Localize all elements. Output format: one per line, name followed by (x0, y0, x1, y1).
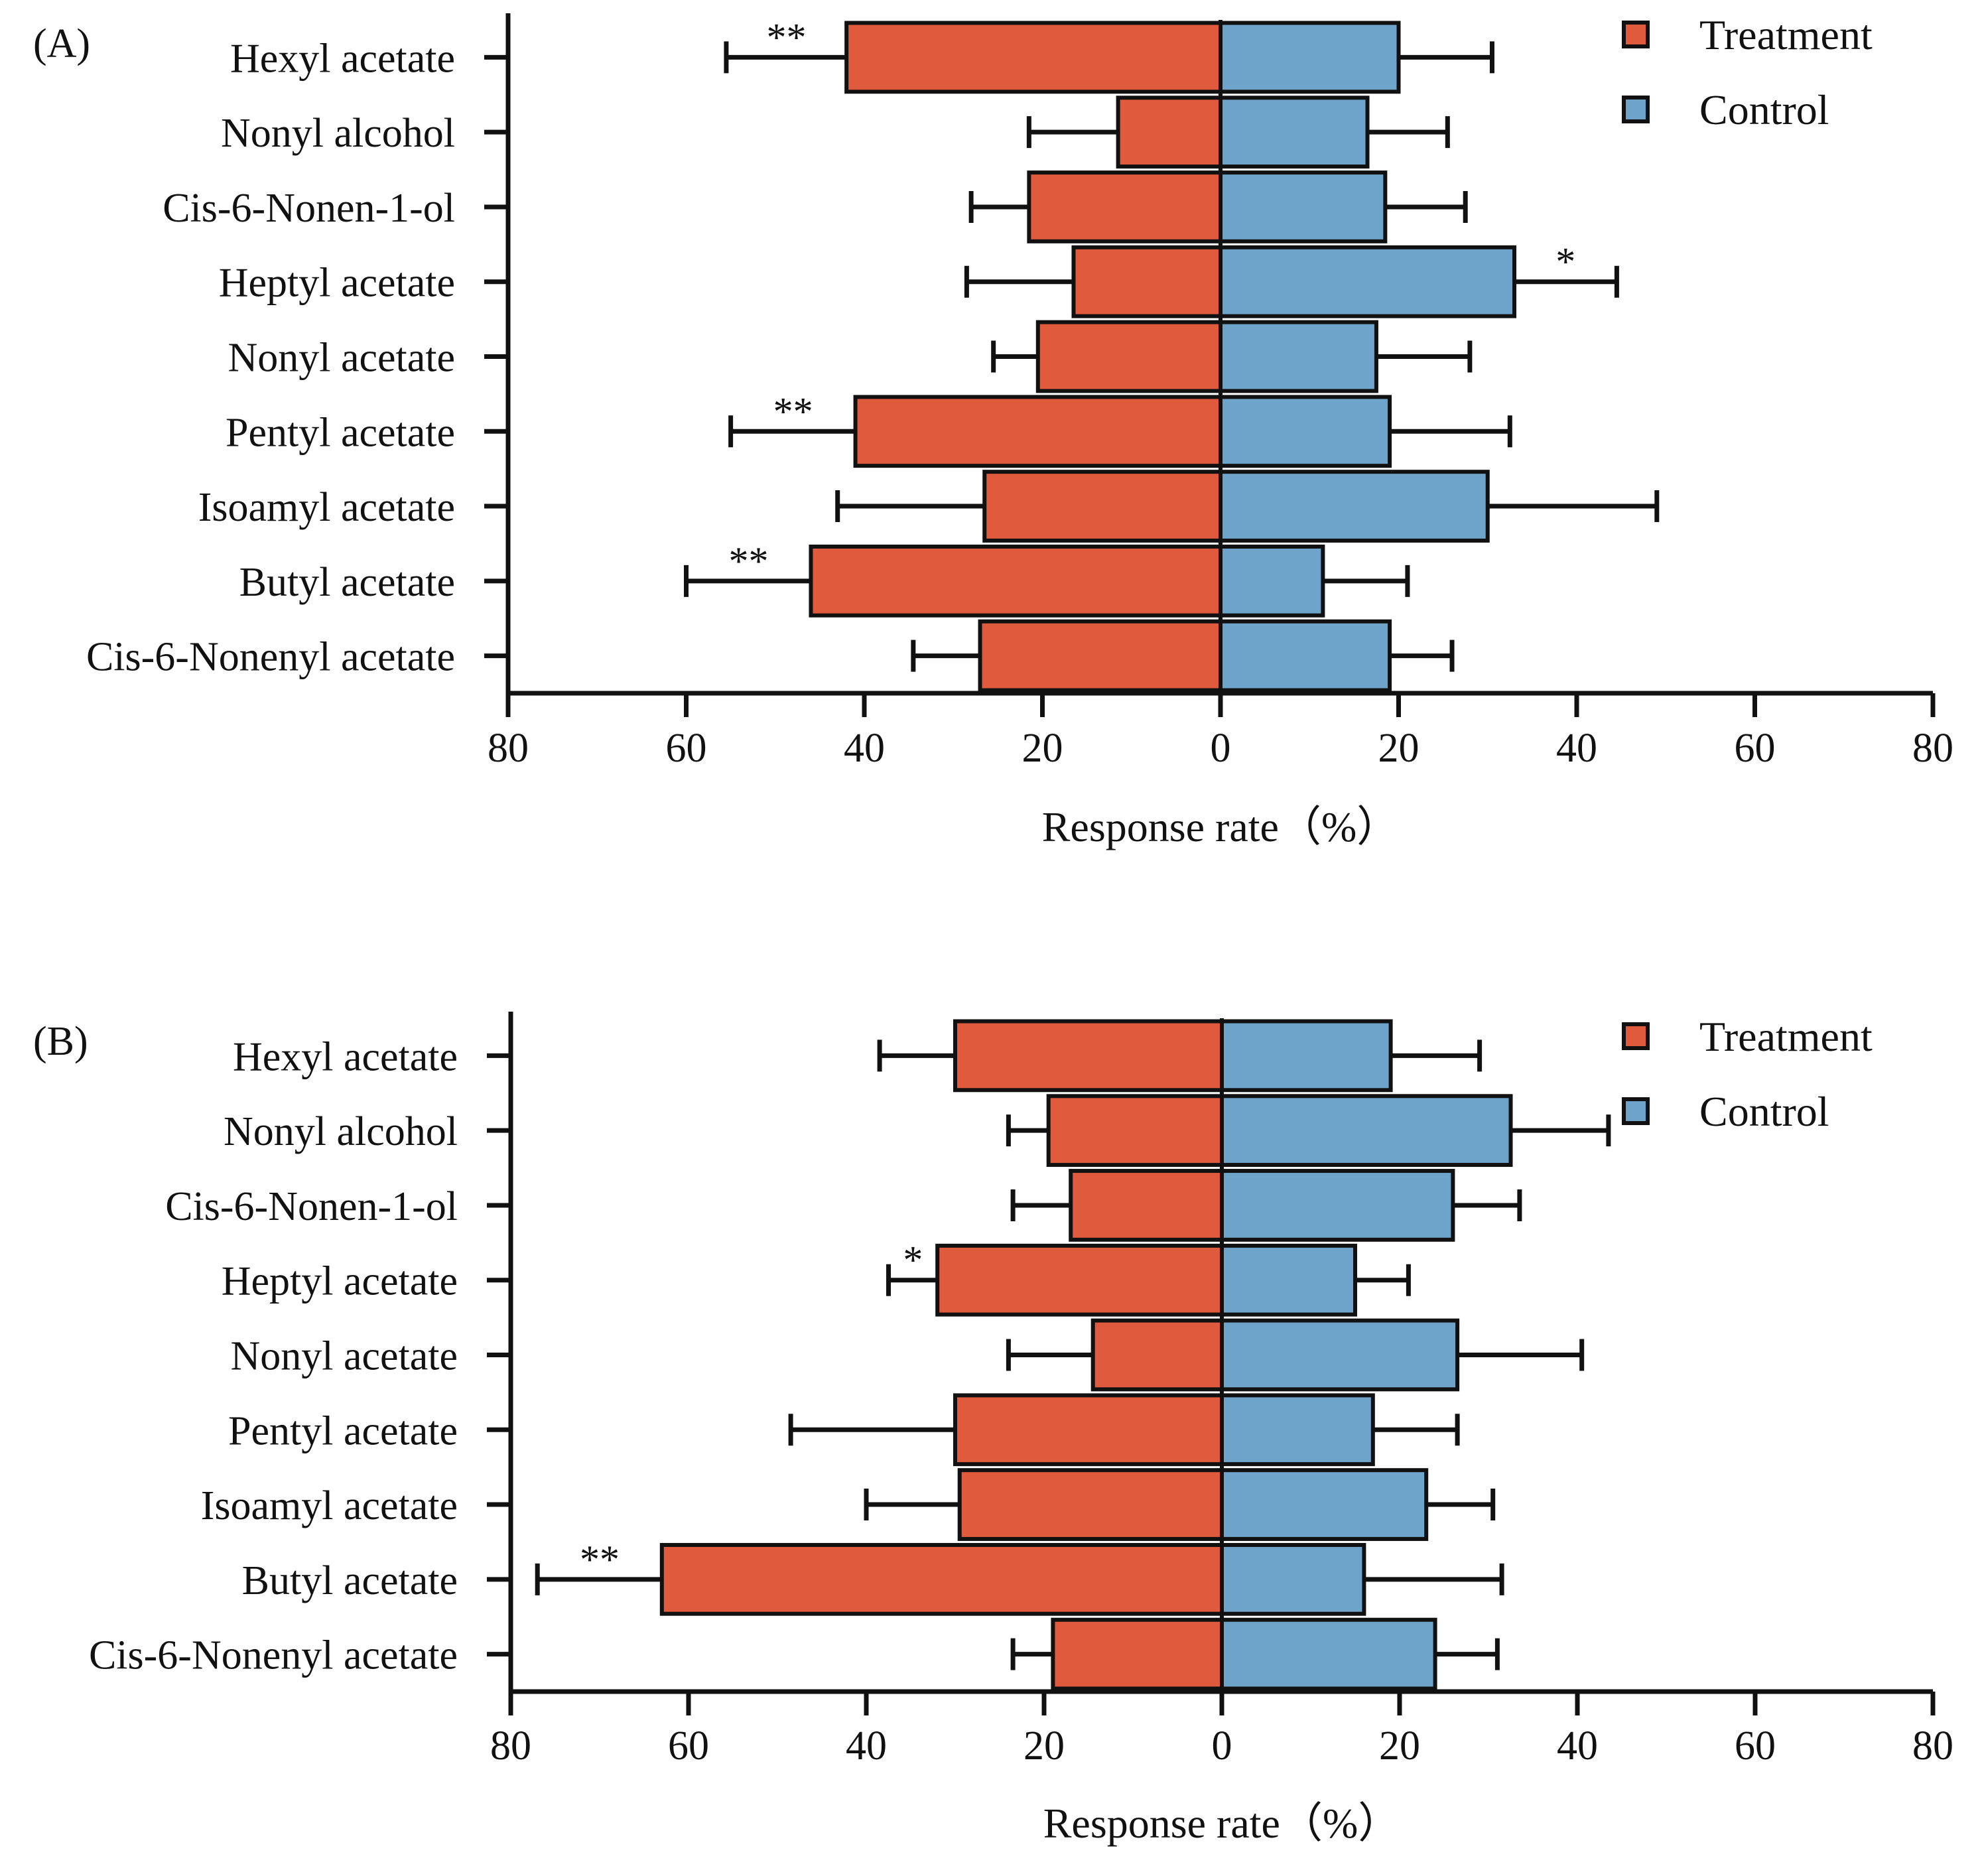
x-tick-label: 80 (490, 1723, 531, 1769)
treatment-bar (1090, 1318, 1224, 1392)
x-axis-label: Response rate（%） (1042, 803, 1400, 850)
x-tick-label: 20 (1379, 1723, 1420, 1769)
treatment-bar (957, 1468, 1224, 1541)
control-legend-label: Control (1699, 1088, 1829, 1135)
control-bar (1219, 470, 1490, 543)
control-bar (1219, 544, 1325, 618)
panel-label: (B) (33, 1019, 88, 1064)
treatment-bar (1069, 1169, 1224, 1242)
treatment-legend-label: Treatment (1699, 1013, 1873, 1060)
treatment-legend-swatch (1622, 21, 1650, 48)
control-bar (1220, 1617, 1437, 1691)
treatment-bar (1071, 245, 1223, 318)
control-legend-swatch (1622, 1097, 1650, 1125)
significance-mark: * (1555, 240, 1575, 284)
category-label: Butyl acetate (239, 560, 455, 605)
x-tick-label: 80 (1912, 726, 1953, 771)
category-label: Hexyl acetate (233, 1034, 458, 1079)
control-bar (1219, 170, 1388, 243)
control-legend-swatch (1622, 96, 1650, 123)
x-tick-label: 40 (1556, 726, 1597, 771)
control-bar (1219, 21, 1401, 94)
category-label: Nonyl acetate (230, 1334, 458, 1379)
treatment-legend-label: Treatment (1699, 11, 1873, 58)
treatment-bar (953, 1019, 1224, 1093)
treatment-bar (953, 1393, 1224, 1467)
control-bar (1220, 1318, 1460, 1392)
treatment-bar (978, 619, 1223, 693)
x-tick-label: 60 (668, 1723, 709, 1769)
control-bar (1219, 96, 1370, 169)
control-bar (1220, 1468, 1429, 1541)
control-bar (1220, 1019, 1393, 1093)
control-bar (1220, 1094, 1513, 1168)
treatment-bar (853, 395, 1222, 468)
category-label: Heptyl acetate (222, 1259, 458, 1304)
category-label: Nonyl acetate (228, 336, 455, 381)
x-tick-label: 20 (1378, 726, 1419, 771)
x-tick-label: 20 (1022, 726, 1063, 771)
x-tick-label: 60 (666, 726, 707, 771)
category-label: Heptyl acetate (219, 261, 455, 306)
x-tick-label: 80 (488, 726, 529, 771)
control-bar (1220, 1169, 1455, 1242)
control-bar (1220, 1542, 1366, 1616)
treatment-bar (982, 470, 1223, 543)
significance-mark: ** (773, 389, 813, 433)
legend: Treatment Control (1622, 11, 1873, 133)
category-label: Cis-6-Nonen-1-ol (163, 186, 455, 231)
significance-mark: ** (728, 539, 768, 583)
treatment-bar (1116, 96, 1223, 169)
category-label: Nonyl alcohol (224, 1109, 458, 1154)
treatment-bar (935, 1243, 1224, 1317)
treatment-bar (1027, 170, 1223, 243)
category-label: Pentyl acetate (226, 410, 455, 455)
treatment-bar (844, 21, 1222, 94)
x-tick-label: 40 (1557, 1723, 1598, 1769)
x-axis-label: Response rate（%） (1043, 1800, 1401, 1847)
category-label: Cis-6-Nonen-1-ol (165, 1184, 458, 1229)
control-legend-label: Control (1699, 86, 1829, 133)
category-label: Butyl acetate (242, 1558, 458, 1603)
category-label: Pentyl acetate (228, 1408, 458, 1453)
panel-label: (A) (33, 21, 90, 66)
category-label: Nonyl alcohol (221, 111, 455, 156)
x-tick-label: 40 (844, 726, 885, 771)
control-bar (1220, 1243, 1357, 1317)
x-tick-label: 0 (1211, 726, 1231, 771)
treatment-bar (659, 1542, 1224, 1616)
significance-mark: * (903, 1239, 923, 1282)
significance-mark: ** (580, 1538, 620, 1581)
category-label: Hexyl acetate (230, 36, 455, 81)
x-tick-label: 80 (1912, 1723, 1953, 1769)
control-bar (1219, 395, 1392, 468)
control-bar (1219, 619, 1392, 693)
x-tick-label: 20 (1023, 1723, 1065, 1769)
treatment-bar (1046, 1094, 1224, 1168)
significance-mark: ** (767, 15, 807, 59)
x-tick-label: 40 (846, 1723, 887, 1769)
control-bar (1220, 1393, 1375, 1467)
x-tick-label: 60 (1735, 726, 1776, 771)
category-label: Cis-6-Nonenyl acetate (89, 1633, 458, 1678)
category-label: Isoamyl acetate (198, 485, 455, 530)
treatment-bar (809, 544, 1222, 618)
treatment-bar (1035, 320, 1222, 393)
category-label: Isoamyl acetate (201, 1483, 458, 1528)
x-tick-label: 0 (1212, 1723, 1232, 1769)
x-tick-label: 60 (1735, 1723, 1776, 1769)
treatment-legend-swatch (1622, 1022, 1650, 1050)
control-bar (1219, 320, 1378, 393)
category-label: Cis-6-Nonenyl acetate (86, 635, 455, 680)
legend: Treatment Control (1622, 1013, 1873, 1135)
treatment-bar (1051, 1617, 1224, 1691)
control-bar (1219, 245, 1517, 318)
